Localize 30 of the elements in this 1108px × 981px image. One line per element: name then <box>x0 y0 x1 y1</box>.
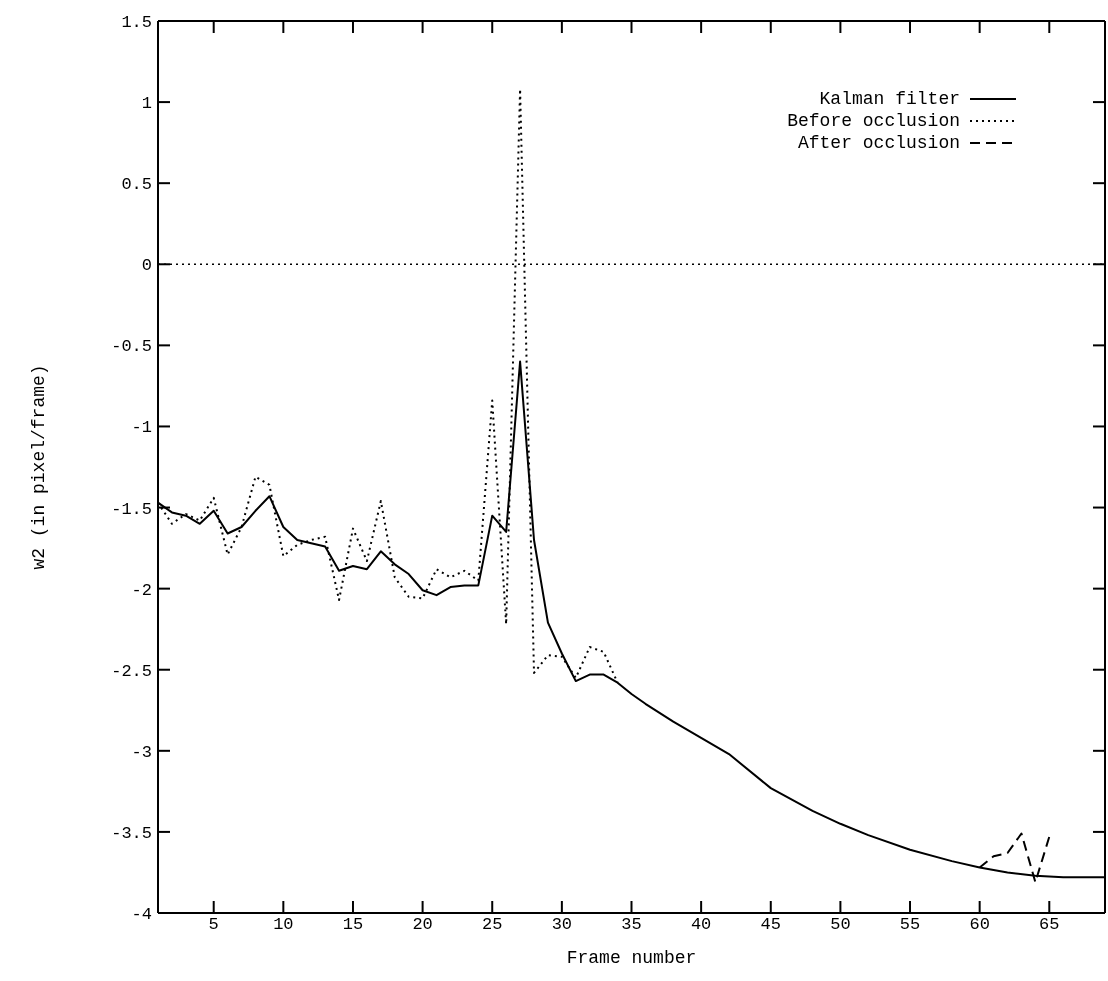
legend-label: After occlusion <box>797 133 960 153</box>
x-tick-label: 45 <box>760 915 781 935</box>
y-tick-label: -3.5 <box>111 823 152 843</box>
y-tick-label: -2.5 <box>111 661 152 681</box>
legend-label: Kalman filter <box>819 89 960 109</box>
legend-label: Before occlusion <box>787 111 960 131</box>
y-tick-label: -3 <box>131 742 152 762</box>
x-tick-label: 40 <box>690 915 712 935</box>
y-tick-label: -4 <box>131 905 152 925</box>
x-tick-label: 5 <box>208 915 219 935</box>
y-tick-label: -0.5 <box>111 337 152 357</box>
x-tick-label: 35 <box>621 915 642 935</box>
x-tick-label: 30 <box>551 915 573 935</box>
y-tick-label: 1 <box>141 94 152 114</box>
y-tick-label: -1 <box>131 418 152 438</box>
x-tick-label: 20 <box>412 915 433 935</box>
x-tick-label: 25 <box>482 915 503 935</box>
x-tick-label: 50 <box>830 915 851 935</box>
x-axis-title: Frame number <box>566 948 697 968</box>
y-tick-label: 0 <box>141 256 152 276</box>
y-tick-label: 1.5 <box>121 13 152 33</box>
y-tick-label: -2 <box>131 580 152 600</box>
y-axis-title: w2 (in pixel/frame) <box>29 364 50 570</box>
y-tick-label: 0.5 <box>121 175 152 195</box>
x-tick-label: 65 <box>1039 915 1060 935</box>
x-tick-label: 10 <box>273 915 294 935</box>
x-tick-label: 15 <box>342 915 364 935</box>
x-tick-label: 60 <box>969 915 990 935</box>
x-tick-label: 55 <box>899 915 921 935</box>
y-tick-label: -1.5 <box>111 499 152 519</box>
